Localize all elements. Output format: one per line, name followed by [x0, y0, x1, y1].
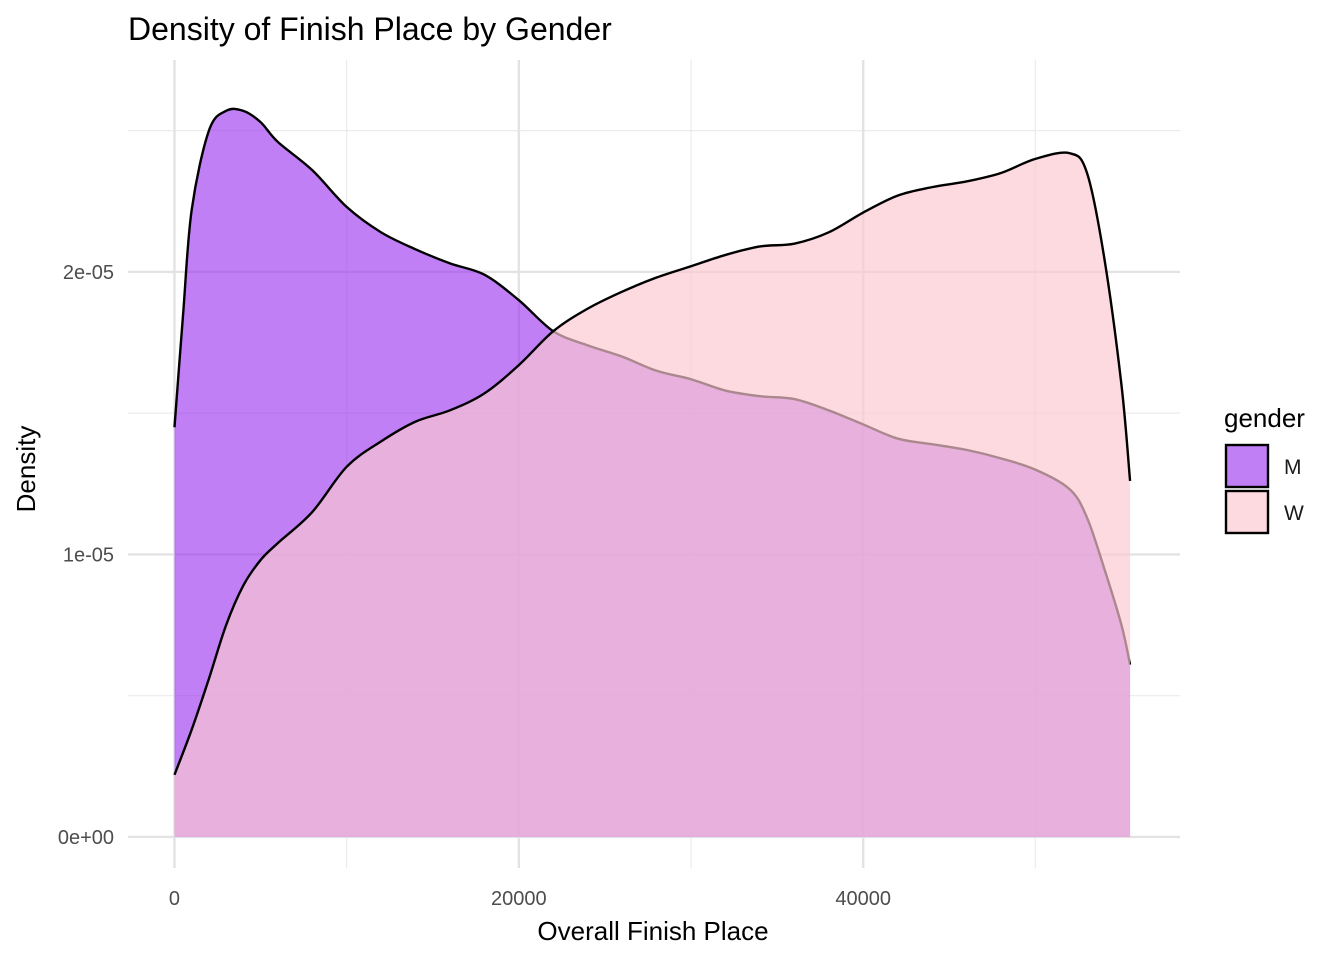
legend-swatch-w — [1224, 489, 1270, 535]
density-line-w — [173, 151, 1132, 776]
x-tick-label: 20000 — [491, 888, 547, 910]
y-tick-label: 0e+00 — [58, 827, 114, 849]
legend-title: gender — [1224, 403, 1305, 433]
x-tick-label: 0 — [169, 888, 180, 910]
x-axis-ticks: 0 20000 40000 — [169, 888, 891, 910]
legend-label: M — [1284, 456, 1302, 479]
chart-title: Density of Finish Place by Gender — [128, 11, 612, 47]
y-axis-ticks: 0e+00 1e-05 2e-05 — [58, 262, 114, 849]
legend-swatch-m — [1224, 443, 1270, 489]
x-axis-title: Overall Finish Place — [537, 916, 768, 946]
density-area-w — [174, 152, 1131, 837]
x-tick-label: 40000 — [835, 888, 891, 910]
series-w — [173, 151, 1132, 837]
legend-label: W — [1284, 502, 1304, 525]
legend-items: MW — [1224, 443, 1304, 535]
legend: gender MW — [1224, 403, 1305, 535]
density-areas — [173, 107, 1132, 837]
y-tick-label: 1e-05 — [63, 544, 114, 566]
y-axis-title: Density — [11, 426, 41, 513]
legend-item-m: M — [1224, 443, 1302, 489]
y-tick-label: 2e-05 — [63, 262, 114, 284]
legend-item-w: W — [1224, 489, 1304, 535]
